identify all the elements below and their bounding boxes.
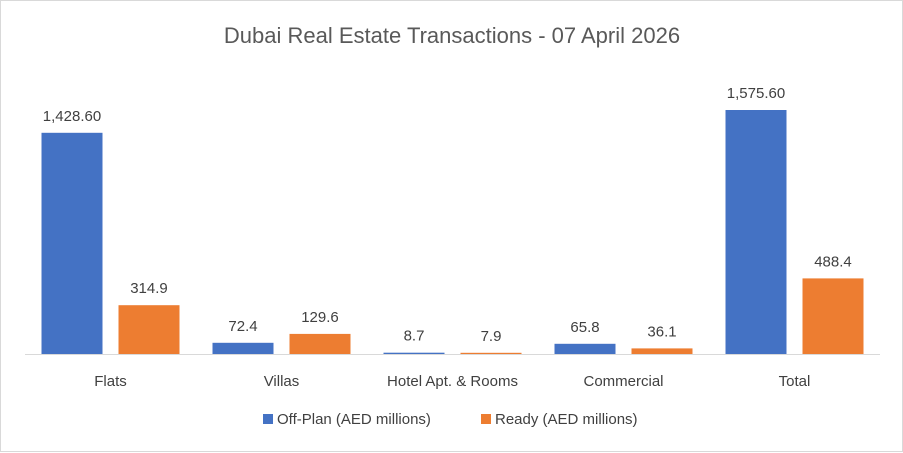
category-label: Flats bbox=[94, 373, 127, 390]
category-label: Commercial bbox=[583, 373, 663, 390]
bar-ready-hotel-apt-rooms bbox=[460, 352, 522, 354]
bar-ready-flats bbox=[118, 305, 180, 354]
labels-layer: 1,428.60 314.9 Flats 72.4 129.6 Villas 8.7 7.9 H… bbox=[43, 85, 852, 390]
bar-off-plan-commercial bbox=[554, 343, 616, 354]
category-label: Hotel Apt. & Rooms bbox=[387, 373, 518, 390]
category-label: Villas bbox=[264, 373, 300, 390]
data-label-ready-hotel-apt-rooms: 7.9 bbox=[481, 328, 502, 345]
data-label-off-plan-villas: 72.4 bbox=[228, 318, 257, 335]
bar-off-plan-flats bbox=[41, 132, 103, 354]
data-label-ready-commercial: 36.1 bbox=[647, 323, 676, 340]
data-label-off-plan-total: 1,575.60 bbox=[727, 85, 785, 102]
legend: Off-Plan (AED millions) Ready (AED millio… bbox=[263, 411, 638, 428]
legend-label-off-plan: Off-Plan (AED millions) bbox=[277, 411, 431, 428]
data-label-off-plan-hotel-apt-rooms: 8.7 bbox=[404, 328, 425, 345]
legend-swatch-ready bbox=[481, 414, 491, 424]
legend-label-ready: Ready (AED millions) bbox=[495, 411, 638, 428]
data-label-ready-total: 488.4 bbox=[814, 253, 852, 270]
bar-ready-total bbox=[802, 278, 864, 354]
data-label-ready-villas: 129.6 bbox=[301, 309, 339, 326]
bar-off-plan-villas bbox=[212, 342, 274, 354]
data-label-off-plan-flats: 1,428.60 bbox=[43, 108, 101, 125]
bar-off-plan-hotel-apt-rooms bbox=[383, 352, 445, 354]
bar-ready-villas bbox=[289, 333, 351, 354]
bar-off-plan-total bbox=[725, 110, 787, 354]
data-label-off-plan-commercial: 65.8 bbox=[570, 319, 599, 336]
legend-swatch-off-plan bbox=[263, 414, 273, 424]
category-label: Total bbox=[779, 373, 811, 390]
chart-title: Dubai Real Estate Transactions - 07 Apri… bbox=[224, 23, 680, 48]
bars-layer bbox=[41, 110, 864, 354]
bar-ready-commercial bbox=[631, 348, 693, 354]
data-label-ready-flats: 314.9 bbox=[130, 280, 168, 297]
